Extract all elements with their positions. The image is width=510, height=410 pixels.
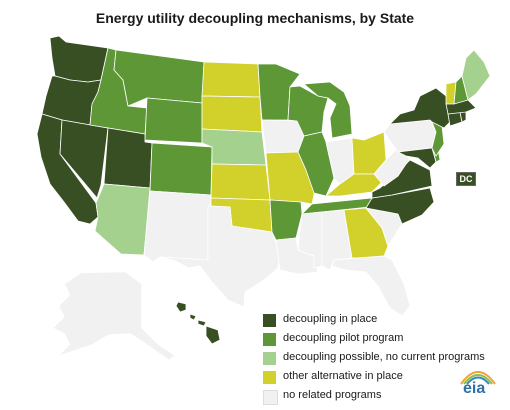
state-ne[interactable] (201, 128, 267, 166)
legend-swatch (263, 371, 276, 384)
state-ut[interactable] (103, 127, 153, 189)
legend-label: decoupling possible, no current programs (283, 351, 485, 363)
legend-label: other alternative in place (283, 370, 403, 382)
state-ks[interactable] (210, 163, 271, 201)
state-me[interactable] (461, 49, 491, 101)
state-nm[interactable] (143, 190, 212, 263)
legend-swatch (263, 390, 278, 405)
state-ia[interactable] (261, 119, 305, 154)
state-wy[interactable] (144, 97, 203, 144)
state-fl[interactable] (331, 255, 411, 317)
state-co[interactable] (149, 142, 213, 196)
state-az[interactable] (94, 183, 151, 256)
state-nc[interactable] (365, 187, 435, 225)
legend-swatch (263, 352, 276, 365)
eia-logo-arc-icon (460, 371, 496, 385)
eia-logo: eia (455, 362, 501, 402)
legend-swatch (263, 314, 276, 327)
state-tx[interactable] (159, 205, 281, 308)
legend-label: no related programs (283, 389, 382, 401)
state-wa[interactable] (49, 35, 109, 83)
state-ar[interactable] (269, 199, 303, 241)
state-ak[interactable] (53, 271, 175, 361)
legend-label: decoupling pilot program (283, 332, 404, 344)
dc-label: DC (456, 172, 476, 186)
map-title: Energy utility decoupling mechanisms, by… (95, 10, 415, 26)
state-sd[interactable] (201, 95, 263, 133)
legend-label: decoupling in place (283, 313, 378, 325)
state-wv[interactable] (373, 149, 411, 187)
state-wi[interactable] (287, 85, 329, 137)
state-mt[interactable] (113, 49, 205, 107)
state-mi[interactable] (303, 81, 353, 139)
eia-logo-text: eia (463, 380, 486, 397)
state-pa[interactable] (383, 119, 437, 153)
state-nd[interactable] (201, 61, 261, 98)
state-hi[interactable] (175, 301, 221, 345)
legend-swatch (263, 333, 276, 346)
